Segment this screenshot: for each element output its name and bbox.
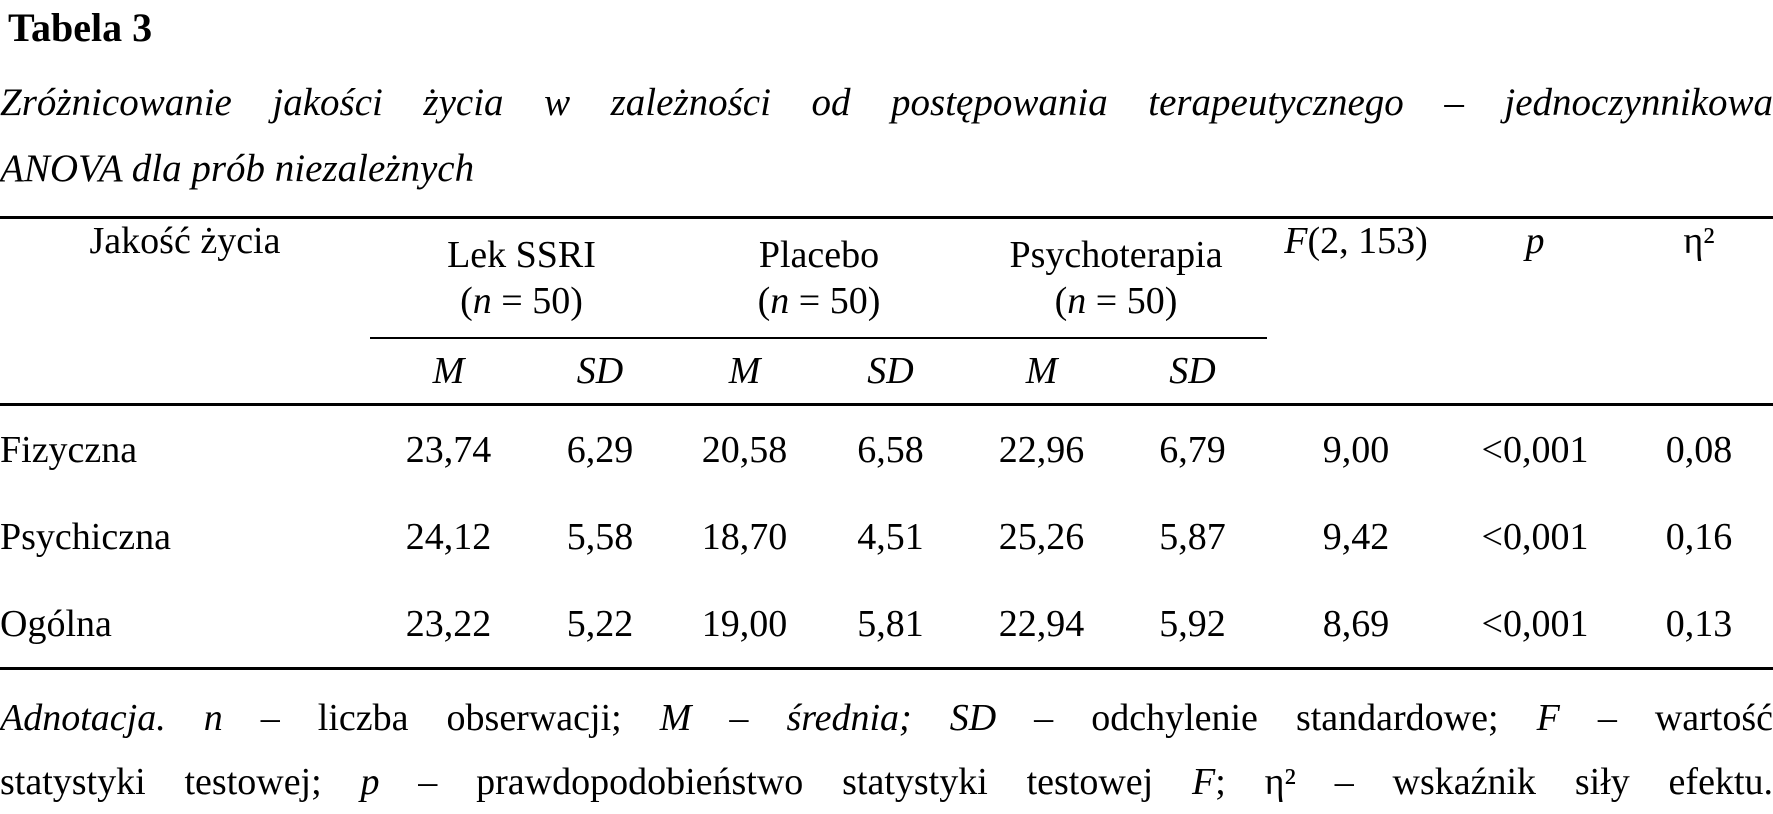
anova-table: Jakość życia Lek SSRI (n = 50) Placebo (… <box>0 216 1773 670</box>
group-header-placebo-name: Placebo <box>758 233 880 276</box>
value-cell-m-ssri: 23,22 <box>370 580 527 670</box>
value-cell-eta: 0,16 <box>1665 515 1733 558</box>
n-symbol: n <box>203 697 223 739</box>
table-note-line-2: statystyki testowej; p – prawdopodobieńs… <box>0 750 1773 814</box>
value-cell-sd-ssri: 6,29 <box>566 428 634 471</box>
group-header-placebo: Placebo (n = 50) <box>673 217 966 339</box>
group-header-placebo-n: (n = 50) <box>673 278 965 324</box>
table-row-psychiczna: Psychiczna 24,12 5,58 18,70 4,51 25,26 5… <box>0 493 1773 580</box>
group-header-psychotherapy-n: (n = 50) <box>965 278 1267 324</box>
value-cell-f: 8,69 <box>1267 580 1446 670</box>
f-symbol: F <box>1536 697 1560 739</box>
column-header-f-statistic: F(2, 153) <box>1267 217 1446 406</box>
n-value: = 50) <box>1086 280 1178 322</box>
subheader-m-placebo: M <box>673 338 817 406</box>
value-cell-f: 9,00 <box>1322 428 1390 471</box>
group-header-ssri-name: Lek SSRI <box>447 233 596 276</box>
header-row-groups: Jakość życia Lek SSRI (n = 50) Placebo (… <box>0 217 1773 406</box>
note-text: ; η² – wskaźnik siły efektu. <box>1215 761 1773 803</box>
value-cell-p: <0,001 <box>1481 428 1589 471</box>
note-text: – <box>691 697 787 739</box>
value-cell-m-psychotherapy: 25,26 <box>998 515 1085 558</box>
value-cell-sd-psychotherapy: 5,92 <box>1118 580 1268 670</box>
f-degrees: (2, 153) <box>1307 220 1428 262</box>
p-symbol: p <box>1525 220 1545 262</box>
n-symbol: n <box>472 280 492 322</box>
column-header-p-value: p <box>1445 217 1626 406</box>
table-note-line-1: Adnotacja. n – liczba obserwacji; M – śr… <box>0 686 1773 750</box>
value-cell-p: <0,001 <box>1481 515 1589 558</box>
subheader-sd-ssri: SD <box>527 338 674 406</box>
paren-open: ( <box>460 280 473 322</box>
value-cell-m-placebo: 20,58 <box>701 428 788 471</box>
row-label: Fizyczna <box>0 428 138 471</box>
value-cell-sd-ssri: 5,58 <box>566 515 634 558</box>
paren-open: ( <box>757 280 771 322</box>
note-text: – odchylenie standardowe; <box>996 697 1537 739</box>
value-cell-m-ssri: 24,12 <box>405 515 492 558</box>
header-row-m-sd: M SD M SD M SD <box>0 338 1773 406</box>
value-cell-m-psychotherapy: 22,94 <box>965 580 1119 670</box>
value-cell-eta: 0,13 <box>1625 580 1773 670</box>
subheader-sd-psychotherapy: SD <box>1118 338 1268 406</box>
value-cell-eta: 0,08 <box>1665 428 1733 471</box>
note-text: statystyki testowej; <box>0 761 361 803</box>
row-label: Ogólna <box>0 580 370 670</box>
value-cell-m-placebo: 19,00 <box>673 580 817 670</box>
table-row-fizyczna: Fizyczna 23,74 6,29 20,58 6,58 22,96 6,7… <box>0 405 1773 494</box>
value-cell-sd-psychotherapy: 5,87 <box>1159 515 1226 558</box>
m-symbol: M <box>659 697 692 739</box>
group-header-psychotherapy-name: Psychoterapia <box>1009 233 1223 276</box>
table-note: Adnotacja. n – liczba obserwacji; M – śr… <box>0 686 1773 814</box>
group-header-psychotherapy: Psychoterapia (n = 50) <box>965 217 1268 339</box>
note-text: – liczba obserwacji; <box>222 697 660 739</box>
group-header-ssri: Lek SSRI (n = 50) <box>370 217 674 339</box>
value-cell-f: 9,42 <box>1322 515 1390 558</box>
n-value: = 50) <box>491 280 583 322</box>
value-cell-m-psychotherapy: 22,96 <box>998 428 1085 471</box>
p-symbol: p <box>360 761 380 803</box>
value-cell-sd-placebo: 6,58 <box>857 428 924 471</box>
stub-header-label: Jakość życia <box>89 220 281 262</box>
subheader-m-psychotherapy: M <box>965 338 1119 406</box>
f-symbol: F <box>1192 761 1216 803</box>
note-adnotacja-label: Adnotacja. <box>0 697 204 739</box>
value-cell-m-placebo: 18,70 <box>701 515 788 558</box>
column-header-quality-of-life: Jakość życia <box>0 217 370 406</box>
f-symbol: F <box>1284 220 1308 262</box>
paren-open: ( <box>1054 280 1068 322</box>
note-text: – wartość <box>1559 697 1773 739</box>
value-cell-sd-placebo: 4,51 <box>857 515 924 558</box>
table-row-ogolna: Ogólna 23,22 5,22 19,00 5,81 22,94 5,92 … <box>0 580 1773 670</box>
column-header-eta-squared: η² <box>1625 217 1773 406</box>
subheader-m-ssri: M <box>370 338 527 406</box>
table-caption: Zróżnicowanie jakości życia w zależności… <box>0 70 1773 202</box>
note-text: – prawdopodobieństwo statystyki testowej <box>379 761 1193 803</box>
value-cell-sd-psychotherapy: 6,79 <box>1159 428 1226 471</box>
subheader-sd-placebo: SD <box>816 338 966 406</box>
n-value: = 50) <box>789 280 881 322</box>
table-caption-line-2: ANOVA dla prób niezależnych <box>0 147 475 190</box>
n-symbol: n <box>1067 280 1087 322</box>
row-label: Psychiczna <box>0 515 171 558</box>
page-title: Tabela 3 <box>8 5 153 50</box>
value-cell-sd-ssri: 5,22 <box>527 580 674 670</box>
eta-squared-symbol: η² <box>1683 220 1715 262</box>
value-cell-p: <0,001 <box>1445 580 1626 670</box>
n-symbol: n <box>770 280 790 322</box>
table-caption-line-1: Zróżnicowanie jakości życia w zależności… <box>0 81 1773 124</box>
group-header-ssri-n: (n = 50) <box>370 278 673 324</box>
value-cell-sd-placebo: 5,81 <box>816 580 966 670</box>
value-cell-m-ssri: 23,74 <box>405 428 492 471</box>
note-text-italic: średnia; SD <box>786 697 997 739</box>
